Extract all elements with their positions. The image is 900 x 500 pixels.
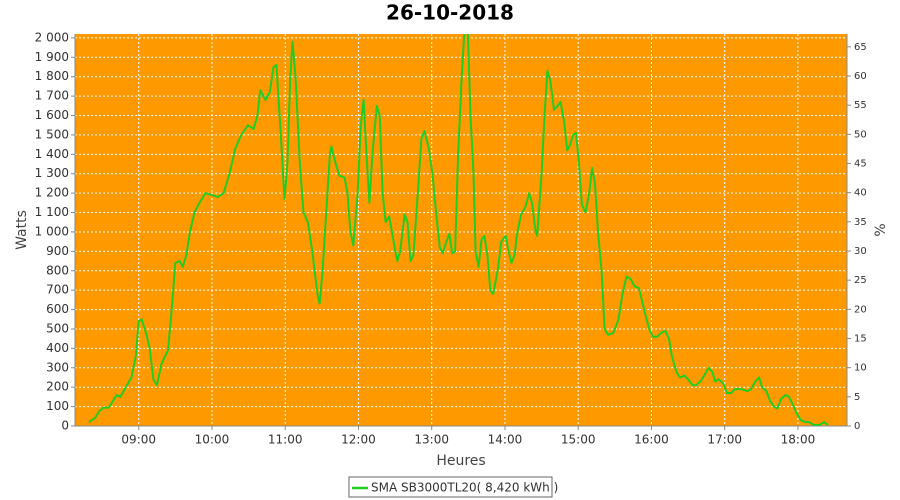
y2-tick-label: 45 — [854, 159, 867, 170]
x-tick-label: 12:00 — [341, 433, 376, 447]
y-tick-label: 1 200 — [35, 186, 69, 200]
y2-tick-label: 5 — [854, 392, 860, 403]
y-tick-label: 1 700 — [35, 89, 69, 103]
y-tick-label: 0 — [61, 419, 69, 433]
x-tick-label: 10:00 — [195, 433, 230, 447]
y-tick-label: 100 — [46, 399, 69, 413]
y2-tick-label: 30 — [854, 246, 867, 257]
y-tick-label: 200 — [46, 380, 69, 394]
y-tick-label: 1 900 — [35, 50, 69, 64]
y-tick-label: 1 100 — [35, 205, 69, 219]
y-tick-label: 500 — [46, 321, 69, 335]
y2-axis-label: % — [873, 223, 889, 236]
y2-tick-label: 0 — [854, 421, 860, 432]
x-tick-label: 16:00 — [634, 433, 669, 447]
y2-tick-label: 25 — [854, 275, 867, 286]
y-tick-label: 1 400 — [35, 147, 69, 161]
y-tick-label: 1 000 — [35, 224, 69, 238]
y-tick-label: 1 600 — [35, 108, 69, 122]
y2-tick-label: 15 — [854, 334, 867, 345]
y-tick-label: 300 — [46, 360, 69, 374]
legend-box — [348, 476, 553, 498]
y2-tick-label: 40 — [854, 188, 867, 199]
data-line — [88, 34, 829, 426]
y2-tick-label: 10 — [854, 363, 867, 374]
y-tick-label: 400 — [46, 341, 69, 355]
y2-tick-label: 20 — [854, 304, 867, 315]
y2-tick-label: 50 — [854, 129, 867, 140]
legend-label: SMA SB3000TL20( 8,420 kWh ) — [371, 481, 558, 495]
y-tick-label: 2 000 — [35, 30, 69, 44]
legend: SMA SB3000TL20( 8,420 kWh ) — [348, 476, 558, 498]
chart-title: 26-10-2018 — [386, 1, 514, 25]
x-tick-label: 11:00 — [268, 433, 303, 447]
y-tick-label: 900 — [46, 244, 69, 258]
y-axis-label: Watts — [14, 210, 30, 250]
y-tick-label: 600 — [46, 302, 69, 316]
x-tick-label: 13:00 — [414, 433, 449, 447]
y2-tick-label: 60 — [854, 71, 867, 82]
y-tick-label: 1 800 — [35, 69, 69, 83]
y-tick-label: 1 300 — [35, 166, 69, 180]
x-tick-label: 15:00 — [561, 433, 596, 447]
x-tick-label: 09:00 — [121, 433, 156, 447]
y-tick-label: 800 — [46, 263, 69, 277]
y2-tick-label: 35 — [854, 217, 867, 228]
x-axis-label: Heures — [436, 453, 485, 469]
x-tick-label: 17:00 — [707, 433, 742, 447]
x-tick-label: 14:00 — [488, 433, 523, 447]
x-tick-label: 18:00 — [781, 433, 816, 447]
y2-tick-label: 65 — [854, 42, 867, 53]
y-tick-label: 700 — [46, 283, 69, 297]
y-tick-label: 1 500 — [35, 127, 69, 141]
y2-tick-label: 55 — [854, 100, 867, 111]
